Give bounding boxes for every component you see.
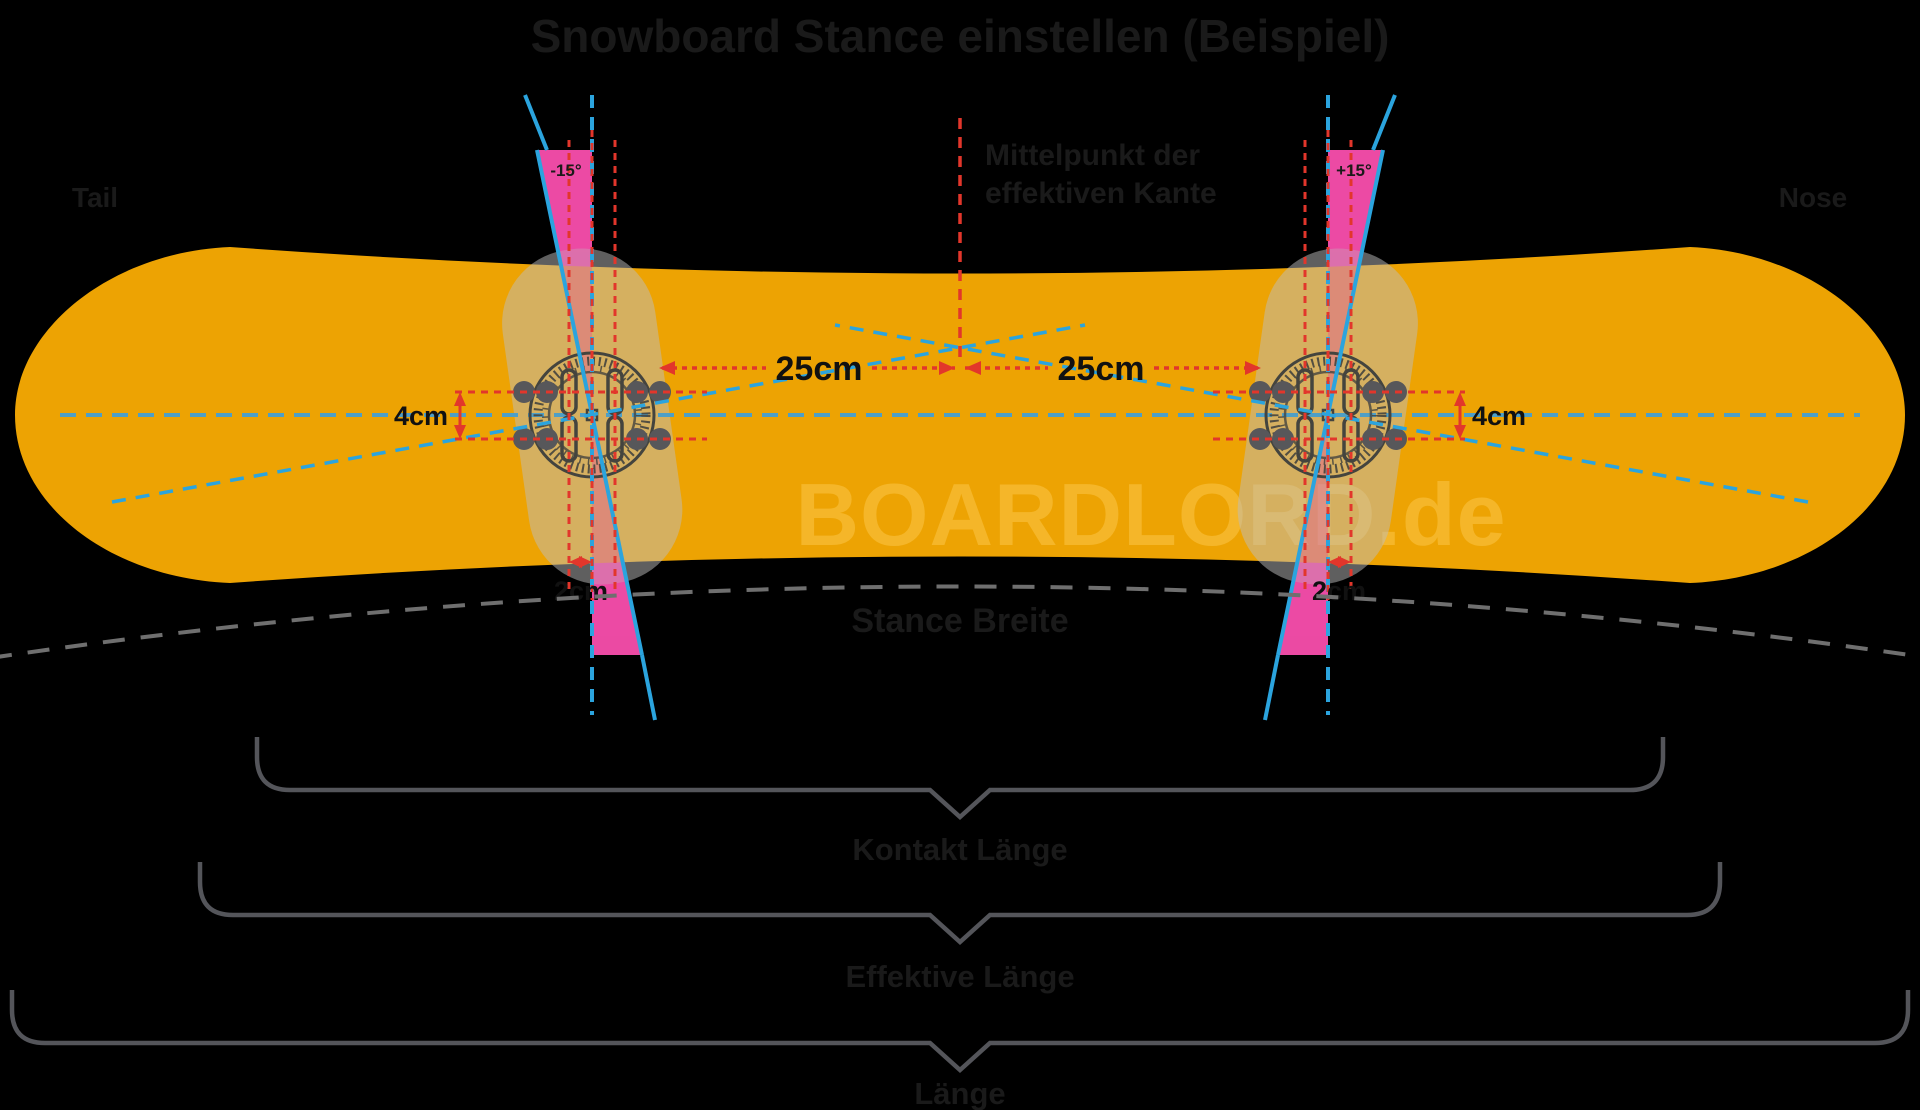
stance-measurement <box>659 361 1261 375</box>
row-gap-right-label: 4cm <box>1472 401 1526 431</box>
col-gap-measurement-left <box>569 556 592 568</box>
left-binding-angle-label: -15° <box>550 161 582 180</box>
nose-label: Nose <box>1779 182 1847 213</box>
row-gap-measurement-right <box>1454 392 1466 439</box>
stance-width-label: Stance Breite <box>851 602 1068 640</box>
watermark-suffix: .de <box>1376 465 1506 564</box>
center-marker-label-line1: Mittelpunkt der <box>985 139 1200 172</box>
row-gap-left-label: 4cm <box>394 401 448 431</box>
bracket-overall-length <box>9 990 1911 1074</box>
col-gap-measurement-right <box>1328 556 1351 568</box>
center-marker-label-line2: effektiven Kante <box>985 177 1217 210</box>
bracket-effective-length-label: Effektive Länge <box>845 959 1074 994</box>
bracket-contact-length <box>254 737 1666 821</box>
tail-label: Tail <box>72 182 118 213</box>
measure-arrowheads <box>659 361 1261 375</box>
length-brackets <box>9 737 1911 1074</box>
stance-right-label: 25cm <box>1058 350 1145 388</box>
sidecut-arc <box>0 584 1920 659</box>
diagram-title: Snowboard Stance einstellen (Beispiel) <box>531 10 1390 62</box>
row-gap-measurement-left <box>454 392 466 439</box>
watermark: BOARDLORD.de <box>795 465 1506 564</box>
insert-holes <box>1249 381 1407 450</box>
insert-reference-lines <box>455 130 1465 600</box>
bracket-effective-length <box>197 862 1723 946</box>
col-gap-right-label: 2cm <box>1312 576 1366 606</box>
stance-left-label: 25cm <box>776 350 863 388</box>
col-gap-left-label: 2cm <box>554 576 608 606</box>
bracket-overall-length-label: Länge <box>914 1076 1005 1110</box>
bracket-contact-length-label: Kontakt Länge <box>852 832 1067 867</box>
right-binding-angle-label: +15° <box>1336 161 1372 180</box>
